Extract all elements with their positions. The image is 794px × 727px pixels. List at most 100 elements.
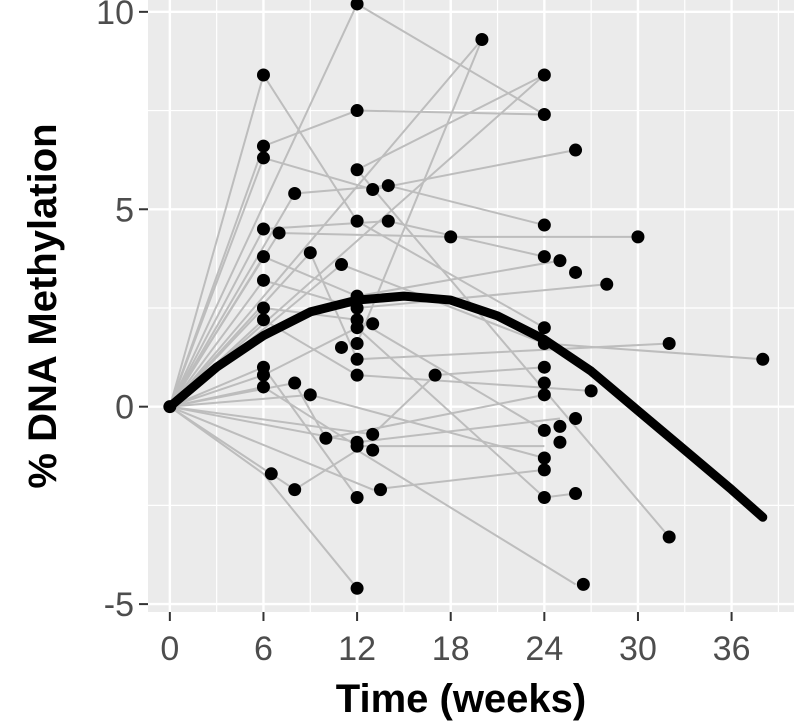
y-axis-title: % DNA Methylation: [21, 123, 65, 488]
x-tick-label: 12: [338, 630, 376, 668]
data-point: [537, 68, 551, 82]
data-point: [569, 265, 583, 279]
data-point: [537, 388, 551, 402]
y-axis: -5 0 5 10: [96, 0, 148, 624]
data-point: [366, 443, 380, 457]
subject-trajectory-line: [169, 74, 670, 538]
data-point: [350, 337, 364, 351]
x-tick-label: 24: [525, 630, 563, 668]
data-point: [569, 412, 583, 426]
subject-trajectory-line: [169, 405, 545, 491]
data-point: [334, 258, 348, 272]
y-tick-label: 0: [115, 389, 134, 427]
data-point: [584, 384, 598, 398]
data-point: [475, 32, 489, 46]
x-tick-label: 18: [432, 630, 470, 668]
subject-trajectory-line: [168, 72, 545, 407]
x-axis-title: Time (weeks): [336, 677, 587, 721]
data-point: [350, 321, 364, 335]
data-point: [537, 250, 551, 264]
data-point: [264, 467, 278, 481]
data-point: [662, 337, 676, 351]
data-point: [350, 581, 364, 595]
data-point: [256, 313, 270, 327]
data-point: [256, 273, 270, 287]
data-point: [537, 463, 551, 477]
data-point: [537, 360, 551, 374]
data-point: [366, 183, 380, 197]
data-point: [381, 179, 395, 193]
y-tick-label: 10: [96, 0, 134, 32]
data-point: [350, 0, 364, 11]
data-point: [537, 376, 551, 390]
data-point: [537, 423, 551, 437]
data-point: [537, 451, 551, 465]
data-point: [303, 388, 317, 402]
data-point: [288, 483, 302, 497]
subject-trajectory-line: [169, 279, 607, 408]
y-tick-label: 5: [115, 191, 134, 229]
data-point: [256, 250, 270, 264]
subject-trajectories: [168, 2, 763, 589]
subject-trajectory-line: [169, 381, 545, 440]
data-point: [537, 218, 551, 232]
data-point: [256, 368, 270, 382]
data-point: [569, 143, 583, 157]
data-point: [350, 490, 364, 504]
subject-trajectory-line: [168, 220, 545, 408]
subject-trajectory-line: [168, 149, 576, 408]
data-point: [366, 427, 380, 441]
data-point: [256, 68, 270, 82]
data-point: [256, 301, 270, 315]
data-point: [553, 419, 567, 433]
data-point: [288, 186, 302, 200]
data-point: [319, 431, 333, 445]
subject-trajectory-line: [168, 109, 545, 408]
subject-trajectory-line: [169, 405, 358, 589]
data-point: [569, 487, 583, 501]
subject-trajectory-line: [168, 255, 561, 408]
data-point: [256, 222, 270, 236]
data-point: [303, 246, 317, 260]
x-tick-label: 0: [160, 630, 179, 668]
x-axis: 0 6 12 18 24 30 36: [160, 612, 750, 668]
y-tick-label: -5: [104, 586, 134, 624]
data-point: [444, 230, 458, 244]
data-point: [350, 163, 364, 177]
data-point: [288, 376, 302, 390]
data-point: [756, 352, 770, 366]
data-point: [537, 321, 551, 335]
data-point: [631, 230, 645, 244]
subject-trajectory-line: [168, 184, 545, 408]
data-point: [256, 151, 270, 165]
x-tick-label: 30: [619, 630, 657, 668]
data-point: [334, 340, 348, 354]
data-point: [272, 226, 286, 240]
fitted-curve: [165, 291, 768, 522]
data-point: [256, 139, 270, 153]
data-point: [256, 380, 270, 394]
data-point: [576, 577, 590, 591]
data-point: [350, 439, 364, 453]
data-points: [163, 0, 770, 595]
fitted-curve-group: [165, 291, 768, 522]
data-point: [350, 214, 364, 228]
data-point: [662, 530, 676, 544]
data-point: [600, 277, 614, 291]
data-point: [373, 483, 387, 497]
data-point: [537, 490, 551, 504]
x-tick-label: 6: [254, 630, 273, 668]
data-point: [350, 368, 364, 382]
grid-minor: [148, 0, 794, 612]
data-point: [350, 352, 364, 366]
data-point: [553, 435, 567, 449]
x-tick-label: 36: [713, 630, 751, 668]
data-point: [350, 104, 364, 118]
data-point: [381, 214, 395, 228]
data-point: [428, 368, 442, 382]
data-point: [553, 254, 567, 268]
data-point: [366, 317, 380, 331]
subject-trajectory-line: [169, 366, 545, 436]
data-point: [537, 108, 551, 122]
